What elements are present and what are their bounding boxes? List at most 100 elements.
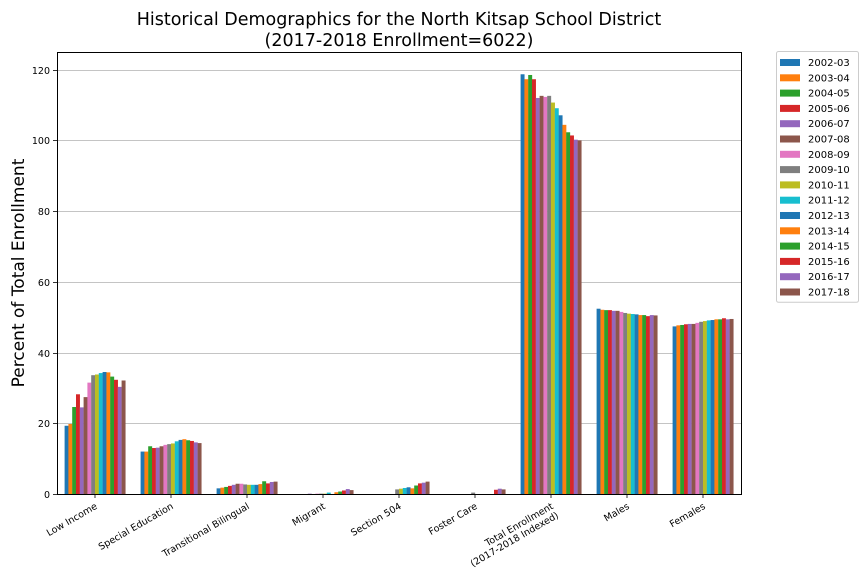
legend-swatch: [780, 74, 800, 82]
x-tick-label: Males: [602, 501, 631, 524]
bar: [611, 310, 616, 494]
x-tick-label: Special Education: [97, 501, 176, 553]
bar: [418, 483, 422, 494]
bar: [95, 374, 99, 494]
x-tick-label-line: Low Income: [45, 501, 100, 539]
bar: [68, 423, 73, 494]
bar: [406, 487, 411, 494]
legend-swatch: [780, 196, 800, 204]
bar: [680, 324, 685, 494]
bar: [152, 448, 156, 494]
bar: [345, 489, 350, 494]
bar: [220, 487, 225, 494]
bar: [547, 95, 552, 494]
y-tick-label: 20: [38, 419, 50, 430]
legend-frame: [776, 51, 859, 303]
bar: [425, 481, 430, 494]
y-tick-label: 0: [44, 490, 50, 501]
bar: [619, 311, 624, 494]
legend-swatch: [780, 288, 800, 296]
x-tick-label-line: Females: [668, 501, 708, 530]
bar: [148, 446, 153, 494]
bar: [695, 322, 700, 494]
bar: [524, 79, 529, 494]
bar: [497, 488, 502, 494]
bar: [687, 323, 692, 494]
bar: [627, 313, 631, 494]
bar: [615, 310, 620, 494]
bar: [117, 386, 122, 494]
bar: [539, 95, 544, 494]
bar: [402, 487, 407, 494]
y-axis-label: Percent of Total Enrollment: [9, 158, 29, 387]
bar: [106, 372, 111, 494]
legend-swatch: [780, 212, 800, 219]
legend-swatch: [780, 59, 800, 66]
legend-label: 2015-16: [808, 257, 850, 268]
bar: [532, 79, 536, 494]
bar: [174, 441, 179, 494]
bar: [551, 102, 555, 494]
legend-label: 2004-05: [808, 89, 850, 100]
bar: [216, 488, 221, 494]
bars: [64, 74, 734, 494]
legend-swatch: [780, 166, 800, 174]
chart-title: Historical Demographics for the North Ki…: [137, 10, 662, 30]
x-tick-label: Section 504: [349, 501, 403, 539]
legend-swatch: [780, 257, 800, 265]
bar: [228, 485, 232, 494]
bar: [570, 135, 574, 494]
bar: [649, 315, 654, 494]
bar: [399, 488, 403, 494]
bar: [342, 490, 346, 494]
bar: [577, 140, 582, 494]
bar: [543, 96, 548, 494]
bar: [91, 375, 96, 494]
bar: [684, 324, 688, 494]
bar: [144, 451, 149, 494]
bar: [98, 373, 103, 494]
x-tick-label-line: (2017-2018 Indexed): [469, 510, 561, 570]
x-tick-label: Migrant: [291, 501, 328, 529]
bar: [562, 124, 567, 494]
y-tick-label: 60: [38, 278, 50, 289]
legend-swatch: [780, 242, 800, 250]
bar: [250, 484, 255, 494]
legend-swatch: [780, 89, 800, 97]
bar: [114, 379, 118, 494]
legend-swatch: [780, 181, 800, 189]
legend-label: 2003-04: [808, 73, 850, 84]
bar: [703, 321, 707, 494]
bar: [653, 315, 658, 494]
bar: [646, 316, 650, 494]
bar: [167, 444, 172, 494]
bar: [554, 108, 559, 494]
bar: [729, 318, 734, 494]
bar: [691, 323, 696, 494]
bar: [262, 481, 267, 494]
bar: [600, 309, 605, 494]
x-tick-label-line: Foster Care: [427, 501, 480, 538]
bar: [235, 483, 240, 494]
bar: [190, 440, 194, 494]
bar: [76, 394, 80, 494]
bar: [326, 492, 331, 494]
legend-label: 2013-14: [808, 226, 850, 237]
bar: [334, 492, 339, 494]
bar: [623, 312, 628, 494]
bar: [197, 443, 202, 494]
bar: [596, 308, 601, 494]
bar: [72, 407, 77, 494]
plot-frame: [57, 52, 742, 495]
bar: [634, 314, 639, 494]
bar: [714, 319, 719, 494]
bar: [224, 486, 229, 494]
legend-label: 2007-08: [808, 135, 850, 146]
x-tick-label: Females: [668, 501, 708, 530]
bar: [710, 320, 715, 494]
bar: [182, 439, 187, 494]
bar: [676, 325, 681, 494]
bar: [573, 139, 578, 494]
bar: [159, 446, 164, 494]
